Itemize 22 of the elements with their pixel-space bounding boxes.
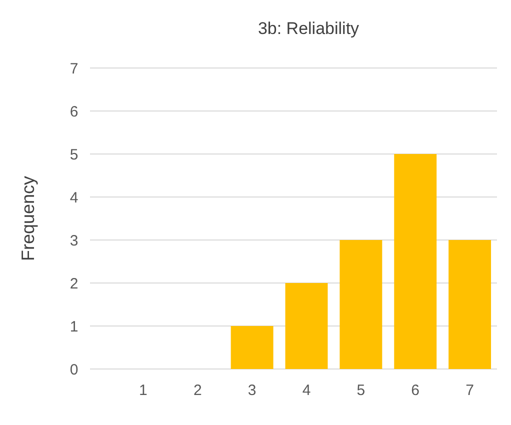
- y-tick-label: 6: [70, 103, 78, 120]
- x-tick-label: 4: [302, 382, 311, 399]
- x-tick-label: 1: [139, 382, 148, 399]
- bar: [285, 283, 328, 369]
- x-tick-label: 5: [356, 382, 366, 399]
- chart-title: 3b: Reliability: [258, 19, 360, 38]
- y-tick-label: 3: [70, 232, 78, 250]
- x-tick-label: 7: [466, 382, 474, 399]
- bar: [230, 326, 274, 369]
- y-tick-label: 0: [70, 361, 78, 378]
- x-tick-label: 3: [248, 382, 256, 399]
- x-tick-label: 2: [193, 382, 202, 399]
- bar: [394, 154, 437, 369]
- bar: [340, 240, 382, 369]
- y-tick-label: 7: [70, 60, 78, 78]
- y-tick-label: 5: [70, 146, 78, 164]
- x-tick-label: 6: [411, 382, 420, 399]
- y-tick-label: 1: [70, 318, 78, 336]
- bar: [448, 240, 492, 369]
- y-tick-label: 2: [70, 275, 78, 292]
- y-axis-title: Frequency: [18, 176, 38, 262]
- y-tick-label: 4: [70, 189, 78, 206]
